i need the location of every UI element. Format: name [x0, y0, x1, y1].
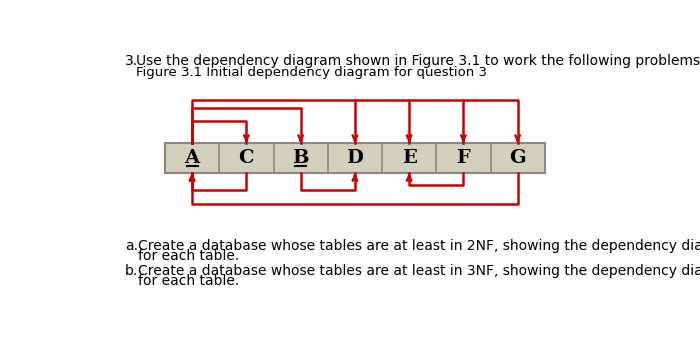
- Text: Create a database whose tables are at least in 2NF, showing the dependency diagr: Create a database whose tables are at le…: [138, 239, 700, 253]
- Text: Create a database whose tables are at least in 3NF, showing the dependency diagr: Create a database whose tables are at le…: [138, 264, 700, 278]
- Text: F: F: [456, 149, 470, 167]
- Bar: [165, 143, 545, 173]
- Text: G: G: [510, 149, 526, 167]
- Text: 3.: 3.: [125, 54, 138, 68]
- Text: E: E: [402, 149, 416, 167]
- Text: Use the dependency diagram shown in Figure 3.1 to work the following problems.: Use the dependency diagram shown in Figu…: [136, 54, 700, 68]
- Text: a.: a.: [125, 239, 138, 253]
- Text: B: B: [293, 149, 309, 167]
- Text: b.: b.: [125, 264, 138, 278]
- Text: Figure 3.1 Initial dependency diagram for question 3: Figure 3.1 Initial dependency diagram fo…: [136, 66, 487, 79]
- Text: C: C: [239, 149, 254, 167]
- Text: for each table.: for each table.: [138, 274, 239, 288]
- Text: A: A: [185, 149, 200, 167]
- Text: for each table.: for each table.: [138, 249, 239, 263]
- Text: D: D: [346, 149, 363, 167]
